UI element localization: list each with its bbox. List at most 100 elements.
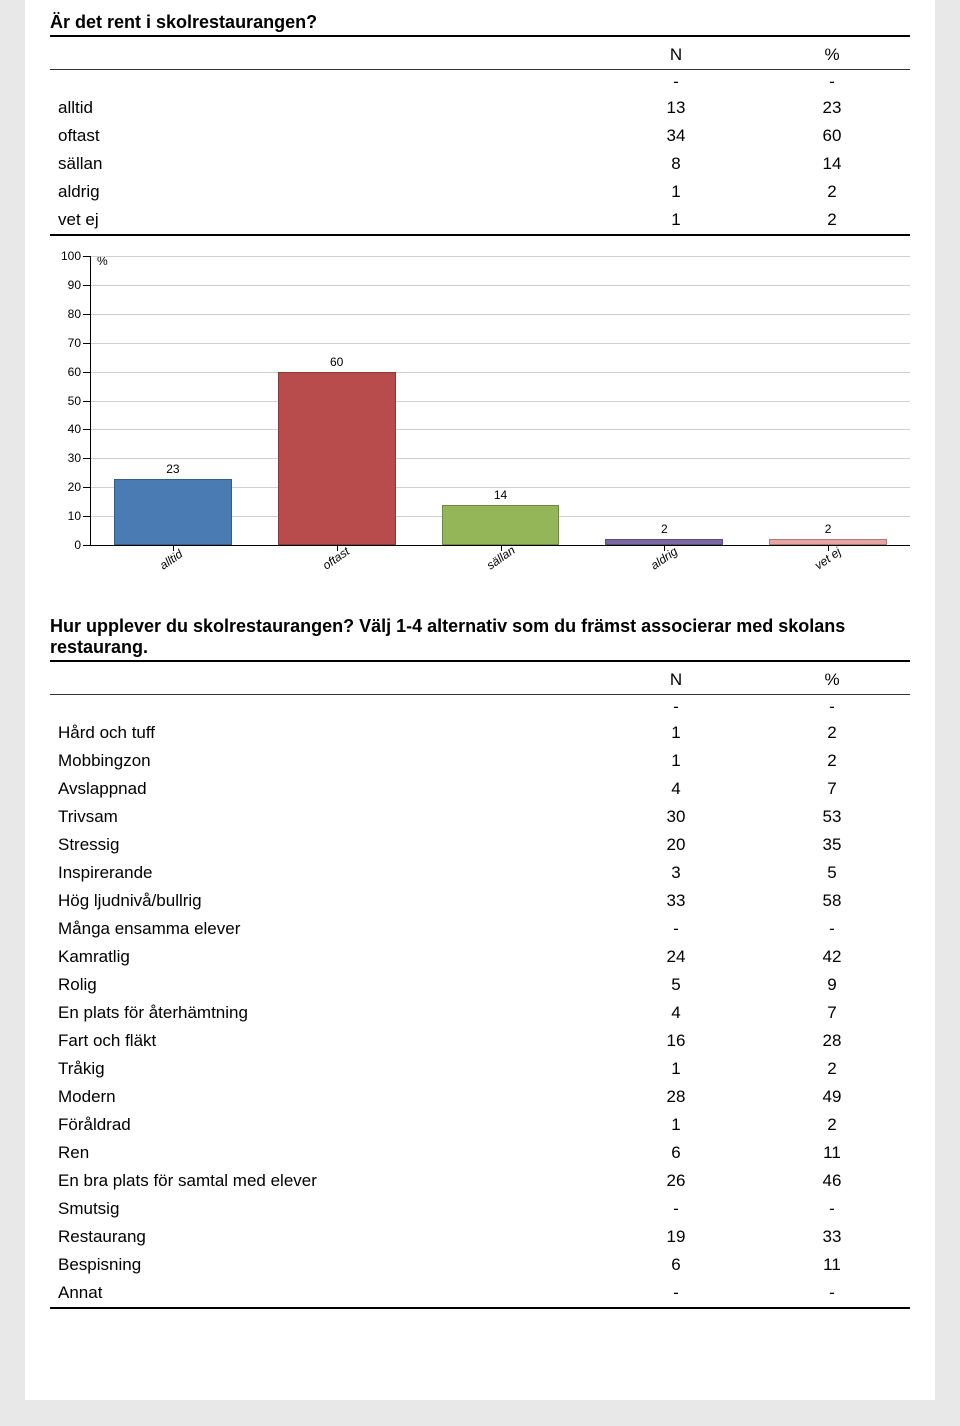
chart-bar: 23 [114, 479, 232, 545]
section1-col-pct: % [754, 41, 910, 70]
section1-table: N % --alltid1323oftast3460sällan814aldri… [50, 41, 910, 236]
row-n: 13 [598, 94, 754, 122]
row-pct: 42 [754, 943, 910, 971]
row-label: Trivsam [50, 803, 598, 831]
y-tick [83, 372, 91, 373]
table-row: Fart och fläkt1628 [50, 1027, 910, 1055]
table-row: Hög ljudnivå/bullrig3358 [50, 887, 910, 915]
row-pct: 35 [754, 831, 910, 859]
row-n: - [598, 695, 754, 720]
row-pct: 53 [754, 803, 910, 831]
row-label: Annat [50, 1279, 598, 1308]
table-row: Modern2849 [50, 1083, 910, 1111]
y-tick [83, 458, 91, 459]
table-row: Inspirerande35 [50, 859, 910, 887]
y-tick-label: 100 [61, 249, 81, 263]
row-n: 8 [598, 150, 754, 178]
row-label: Rolig [50, 971, 598, 999]
y-tick [83, 516, 91, 517]
row-label: Fart och fläkt [50, 1027, 598, 1055]
row-pct: 58 [754, 887, 910, 915]
page: Är det rent i skolrestaurangen? N % --al… [25, 0, 935, 1400]
row-label: Tråkig [50, 1055, 598, 1083]
table-row: En plats för återhämtning47 [50, 999, 910, 1027]
row-n: 24 [598, 943, 754, 971]
row-label: Avslappnad [50, 775, 598, 803]
bar-value-label: 2 [606, 522, 722, 536]
table-row: Bespisning611 [50, 1251, 910, 1279]
table-row: Smutsig-- [50, 1195, 910, 1223]
row-n: - [598, 70, 754, 95]
y-tick-label: 50 [68, 394, 81, 408]
y-tick-label: 80 [68, 307, 81, 321]
row-label: Ren [50, 1139, 598, 1167]
row-n: 5 [598, 971, 754, 999]
row-n: 1 [598, 1111, 754, 1139]
row-label: Stressig [50, 831, 598, 859]
bar-value-label: 60 [279, 355, 395, 369]
table-row: Restaurang1933 [50, 1223, 910, 1251]
y-tick-label: 60 [68, 365, 81, 379]
gridline [91, 343, 910, 344]
row-label: Kamratlig [50, 943, 598, 971]
row-pct: - [754, 70, 910, 95]
row-pct: 49 [754, 1083, 910, 1111]
y-tick [83, 401, 91, 402]
row-n: 16 [598, 1027, 754, 1055]
x-tick-label: aldrig [648, 544, 680, 572]
gridline [91, 401, 910, 402]
section2-col-n: N [598, 666, 754, 695]
chart-bar: 14 [442, 505, 560, 545]
row-pct: 46 [754, 1167, 910, 1195]
row-n: 4 [598, 999, 754, 1027]
bar-value-label: 23 [115, 462, 231, 476]
table-row: Stressig2035 [50, 831, 910, 859]
gridline [91, 458, 910, 459]
row-pct: 2 [754, 747, 910, 775]
section1-title: Är det rent i skolrestaurangen? [50, 12, 910, 37]
section1-col-n: N [598, 41, 754, 70]
table-row: -- [50, 70, 910, 95]
row-n: - [598, 1279, 754, 1308]
row-n: 4 [598, 775, 754, 803]
row-label: Modern [50, 1083, 598, 1111]
y-tick [83, 343, 91, 344]
table-row: -- [50, 695, 910, 720]
row-pct: 11 [754, 1139, 910, 1167]
row-n: 3 [598, 859, 754, 887]
row-pct: 2 [754, 1111, 910, 1139]
row-n: 28 [598, 1083, 754, 1111]
gridline [91, 285, 910, 286]
table-row: vet ej12 [50, 206, 910, 235]
row-n: 19 [598, 1223, 754, 1251]
chart: % 010203040506070809010023alltid60oftast… [50, 256, 920, 586]
row-n: 30 [598, 803, 754, 831]
row-pct: 2 [754, 178, 910, 206]
table-row: Rolig59 [50, 971, 910, 999]
row-pct: 11 [754, 1251, 910, 1279]
row-label: Många ensamma elever [50, 915, 598, 943]
row-pct: - [754, 1195, 910, 1223]
row-pct: 5 [754, 859, 910, 887]
row-pct: 2 [754, 719, 910, 747]
row-pct: 9 [754, 971, 910, 999]
row-pct: 7 [754, 999, 910, 1027]
y-tick-label: 0 [74, 538, 81, 552]
row-pct: 14 [754, 150, 910, 178]
row-label: En bra plats för samtal med elever [50, 1167, 598, 1195]
y-tick [83, 429, 91, 430]
row-label: Inspirerande [50, 859, 598, 887]
row-label: Mobbingzon [50, 747, 598, 775]
section1-tbody: --alltid1323oftast3460sällan814aldrig12v… [50, 70, 910, 236]
row-label [50, 695, 598, 720]
table-row: Ren611 [50, 1139, 910, 1167]
row-pct: - [754, 915, 910, 943]
row-n: 1 [598, 1055, 754, 1083]
chart-bar: 60 [278, 372, 396, 545]
row-n: - [598, 1195, 754, 1223]
row-label: Hög ljudnivå/bullrig [50, 887, 598, 915]
y-tick [83, 545, 91, 546]
section2-col-pct: % [754, 666, 910, 695]
row-pct: 2 [754, 206, 910, 235]
row-label: Smutsig [50, 1195, 598, 1223]
